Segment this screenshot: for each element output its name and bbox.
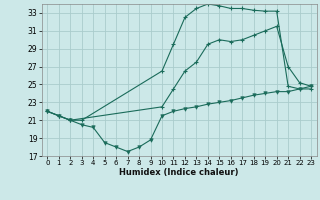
X-axis label: Humidex (Indice chaleur): Humidex (Indice chaleur) (119, 168, 239, 177)
